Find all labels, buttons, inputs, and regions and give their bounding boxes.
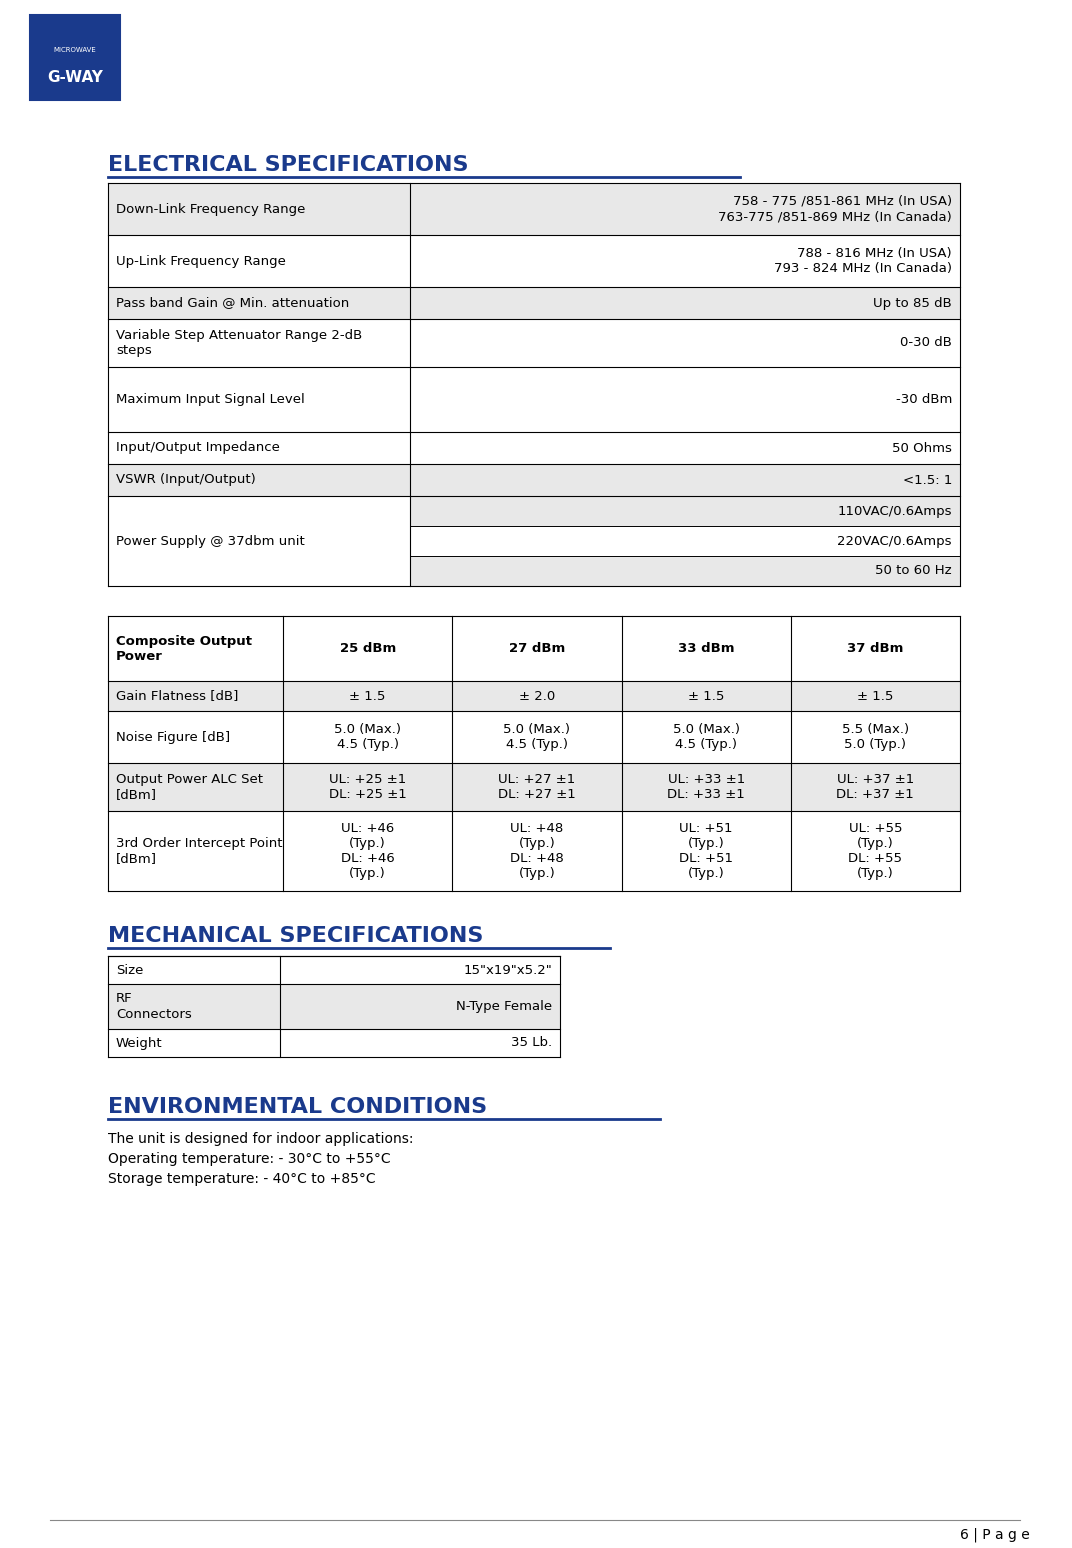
Bar [108,319,961,367]
Text: UL: +33 ±1
DL: +33 ±1: UL: +33 ±1 DL: +33 ±1 [667,772,745,800]
Text: MECHANICAL SPECIFICATIONS: MECHANICAL SPECIFICATIONS [108,926,483,946]
Text: Weight: Weight [116,1037,163,1050]
Text: 0-30 dB: 0-30 dB [900,336,952,350]
Text: Size: Size [116,963,144,977]
Text: 5.0 (Max.)
4.5 (Typ.): 5.0 (Max.) 4.5 (Typ.) [672,723,740,751]
Bar [108,367,961,432]
Bar [283,681,452,711]
Text: Noise Figure [dB]: Noise Figure [dB] [116,731,230,743]
Bar [791,681,961,711]
Text: RF
Connectors: RF Connectors [116,992,192,1020]
Text: ENVIRONMENTAL CONDITIONS: ENVIRONMENTAL CONDITIONS [108,1098,487,1118]
Bar [622,763,791,811]
Bar [108,183,961,235]
Text: Up-Link Frequency Range: Up-Link Frequency Range [116,254,286,268]
Text: 33 dBm: 33 dBm [678,642,734,655]
Text: Output Power ALC Set
[dBm]: Output Power ALC Set [dBm] [116,772,263,800]
Text: UL: +51
(Typ.)
DL: +51
(Typ.): UL: +51 (Typ.) DL: +51 (Typ.) [680,822,733,879]
Bar [108,811,283,892]
Text: <1.5: 1: <1.5: 1 [903,474,952,486]
Text: 50 Ohms: 50 Ohms [892,441,952,455]
Text: ± 1.5: ± 1.5 [858,689,894,703]
Text: 6 | P a g e: 6 | P a g e [961,1528,1030,1542]
Bar [410,556,961,587]
Bar [108,495,410,587]
Bar [108,681,283,711]
Text: 3rd Order Intercept Point
[dBm]: 3rd Order Intercept Point [dBm] [116,837,283,865]
Text: The unit is designed for indoor applications:: The unit is designed for indoor applicat… [108,1132,414,1146]
Bar [108,616,961,681]
Bar [283,711,452,763]
Bar [791,711,961,763]
Text: VSWR (Input/Output): VSWR (Input/Output) [116,474,256,486]
Text: 788 - 816 MHz (In USA)
793 - 824 MHz (In Canada): 788 - 816 MHz (In USA) 793 - 824 MHz (In… [774,248,952,276]
Bar [108,286,961,319]
Bar [283,811,452,892]
Bar [108,763,283,811]
Text: Variable Step Attenuator Range 2-dB
steps: Variable Step Attenuator Range 2-dB step… [116,330,362,358]
Bar [108,957,560,985]
Text: N-Type Female: N-Type Female [456,1000,552,1012]
Text: Operating temperature: - 30°C to +55°C: Operating temperature: - 30°C to +55°C [108,1152,390,1166]
Text: 5.0 (Max.)
4.5 (Typ.): 5.0 (Max.) 4.5 (Typ.) [334,723,401,751]
Text: -30 dBm: -30 dBm [895,393,952,406]
Text: ELECTRICAL SPECIFICATIONS: ELECTRICAL SPECIFICATIONS [108,155,468,175]
Text: ± 2.0: ± 2.0 [519,689,555,703]
Bar [452,681,622,711]
Text: UL: +46
(Typ.)
DL: +46
(Typ.): UL: +46 (Typ.) DL: +46 (Typ.) [341,822,394,879]
Text: Input/Output Impedance: Input/Output Impedance [116,441,280,455]
Text: UL: +27 ±1
DL: +27 ±1: UL: +27 ±1 DL: +27 ±1 [498,772,576,800]
Text: G-WAY: G-WAY [47,70,103,85]
Bar [30,15,120,101]
Text: Pass band Gain @ Min. attenuation: Pass band Gain @ Min. attenuation [116,297,349,310]
Bar [452,763,622,811]
Text: 37 dBm: 37 dBm [847,642,904,655]
Text: 5.0 (Max.)
4.5 (Typ.): 5.0 (Max.) 4.5 (Typ.) [504,723,570,751]
Text: 5.5 (Max.)
5.0 (Typ.): 5.5 (Max.) 5.0 (Typ.) [842,723,909,751]
Bar [791,763,961,811]
Text: Storage temperature: - 40°C to +85°C: Storage temperature: - 40°C to +85°C [108,1172,375,1186]
Bar [108,464,961,495]
Text: UL: +55
(Typ.)
DL: +55
(Typ.): UL: +55 (Typ.) DL: +55 (Typ.) [848,822,903,879]
Text: Power Supply @ 37dbm unit: Power Supply @ 37dbm unit [116,534,304,548]
Text: 35 Lb.: 35 Lb. [511,1037,552,1050]
Text: 15"x19"x5.2": 15"x19"x5.2" [463,963,552,977]
Bar [452,811,622,892]
Bar [622,811,791,892]
Bar [108,711,283,763]
Text: Gain Flatness [dB]: Gain Flatness [dB] [116,689,238,703]
Text: 110VAC/0.6Amps: 110VAC/0.6Amps [837,505,952,517]
Bar [108,235,961,286]
Bar [108,985,560,1029]
Bar [622,681,791,711]
Bar [108,432,961,464]
Text: Down-Link Frequency Range: Down-Link Frequency Range [116,203,306,215]
Bar [410,526,961,556]
Text: Composite Output
Power: Composite Output Power [116,635,252,663]
Text: UL: +48
(Typ.)
DL: +48
(Typ.): UL: +48 (Typ.) DL: +48 (Typ.) [510,822,564,879]
Text: UL: +37 ±1
DL: +37 ±1: UL: +37 ±1 DL: +37 ±1 [836,772,914,800]
Bar [410,495,961,526]
Text: 220VAC/0.6Amps: 220VAC/0.6Amps [837,534,952,548]
Bar [452,711,622,763]
Text: ± 1.5: ± 1.5 [349,689,386,703]
Text: 25 dBm: 25 dBm [340,642,396,655]
Bar [283,763,452,811]
Text: MICROWAVE: MICROWAVE [54,46,96,53]
Text: 27 dBm: 27 dBm [509,642,565,655]
Text: Up to 85 dB: Up to 85 dB [874,297,952,310]
Bar [622,711,791,763]
Text: 758 - 775 /851-861 MHz (In USA)
763-775 /851-869 MHz (In Canada): 758 - 775 /851-861 MHz (In USA) 763-775 … [718,195,952,223]
Bar [791,811,961,892]
Text: ± 1.5: ± 1.5 [688,689,725,703]
Text: Maximum Input Signal Level: Maximum Input Signal Level [116,393,304,406]
Text: UL: +25 ±1
DL: +25 ±1: UL: +25 ±1 DL: +25 ±1 [329,772,406,800]
Text: 50 to 60 Hz: 50 to 60 Hz [876,565,952,577]
Bar [108,1029,560,1057]
